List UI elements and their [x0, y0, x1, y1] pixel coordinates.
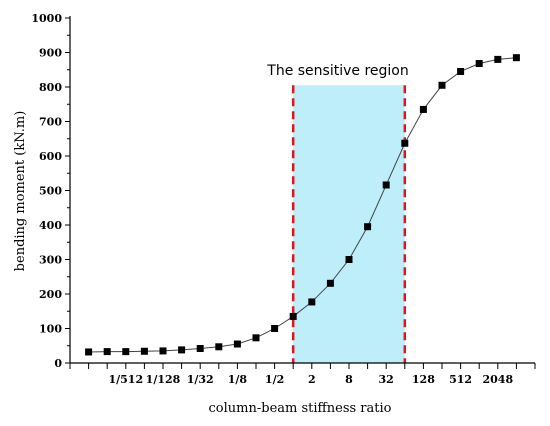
sensitive-region-band [293, 85, 405, 364]
y-tick-label: 100 [39, 323, 62, 336]
sensitive-region-label: The sensitive region [266, 63, 408, 79]
x-tick-label: 8 [345, 373, 353, 386]
x-tick-label: 1/32 [187, 373, 214, 386]
y-tick-label: 200 [39, 288, 62, 301]
y-tick-label: 0 [54, 357, 62, 370]
data-point-marker [494, 55, 502, 63]
y-tick-label: 400 [39, 219, 62, 232]
data-point-marker [85, 348, 93, 356]
data-point-marker [475, 60, 483, 68]
x-tick-label: 32 [379, 373, 394, 386]
x-tick-label: 2048 [482, 373, 513, 386]
data-point-marker [364, 223, 372, 231]
y-tick-label: 700 [39, 116, 62, 129]
tick-labels: 0 100 200 300 400 500 600 700 800 900 1000 1/512 1/1… [31, 12, 513, 386]
data-point-marker [308, 298, 316, 306]
sensitive-region-layer [291, 85, 407, 364]
data-point-marker [233, 340, 241, 348]
data-point-marker [289, 312, 297, 320]
data-point-marker [103, 348, 111, 356]
data-point-marker [252, 334, 260, 342]
data-point-marker [271, 325, 279, 332]
x-tick-label: 2 [308, 373, 316, 386]
x-tick-label: 1/128 [146, 373, 181, 386]
data-point-marker [326, 279, 334, 287]
y-tick-label: 500 [39, 185, 62, 198]
y-axis-title: bending moment (kN.m) [13, 111, 28, 272]
data-point-marker [419, 105, 427, 113]
data-point-marker [122, 348, 130, 356]
data-point-marker [159, 347, 167, 355]
x-tick-label: 128 [412, 373, 435, 386]
y-tick-label: 600 [39, 150, 62, 163]
data-point-marker [196, 345, 204, 353]
axes [65, 16, 536, 369]
data-point-marker [140, 347, 148, 355]
data-point-marker [345, 256, 353, 263]
data-point-marker [382, 181, 390, 189]
data-point-marker [512, 54, 520, 62]
series-markers [85, 54, 520, 356]
y-tick-label: 300 [39, 254, 62, 267]
data-point-marker [178, 346, 186, 354]
y-tick-label: 900 [39, 47, 62, 60]
data-point-marker [401, 139, 409, 147]
data-point-marker [215, 343, 223, 351]
y-tick-label: 800 [39, 81, 62, 94]
x-tick-label: 512 [449, 373, 472, 386]
x-tick-label: 1/512 [108, 373, 143, 386]
data-point-marker [438, 81, 446, 89]
x-tick-label: 1/8 [228, 373, 248, 386]
y-tick-label: 1000 [31, 12, 62, 25]
x-tick-label: 1/2 [265, 373, 284, 386]
data-point-marker [457, 67, 465, 75]
x-axis-title: column-beam stiffness ratio [209, 401, 392, 416]
